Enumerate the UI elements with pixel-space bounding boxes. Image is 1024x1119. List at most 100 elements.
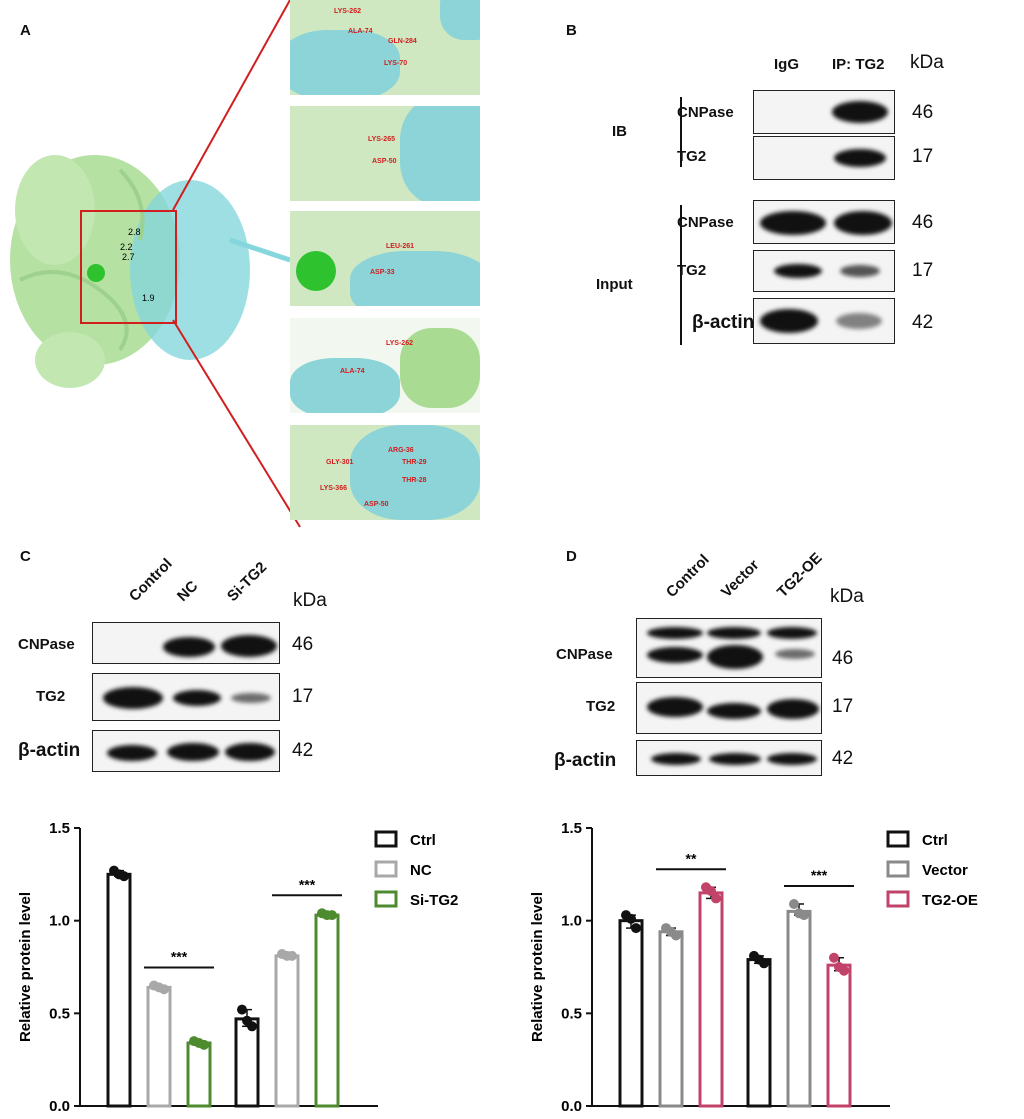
lane-label: Control [125,555,176,605]
row-label-cnpase: CNPase [18,636,75,653]
y-tick-label: 1.0 [561,913,582,930]
panel-c-letter: C [20,548,31,565]
lane-label: Vector [717,556,763,601]
legend-swatch [374,890,398,908]
row-label-tg2: TG2 [586,698,616,715]
legend-swatch [886,830,910,848]
distance-label: 1.9 [142,293,155,303]
blot-b-ib-tg2 [753,136,895,180]
significance-stars: ** [686,850,697,866]
docking-inset-2: LYS-265 ASP-50 [290,106,480,201]
mw-label: 46 [912,212,934,233]
row-label-tg2: TG2 [677,148,707,165]
docking-inset-4: LYS-262 ALA-74 [290,318,480,413]
bar [698,891,724,1108]
blot-c-actin [92,730,280,772]
residue-label: LEU-261 [386,243,415,250]
residue-label: ALA-74 [348,28,373,35]
data-point [754,954,764,965]
x-tick-label: TG2 [143,1117,174,1119]
bar [274,954,300,1108]
distance-label: 2.8 [128,227,141,237]
y-tick-label: 0.5 [49,1005,70,1022]
mw-label: 46 [292,634,314,655]
bar [786,909,812,1108]
data-point [626,913,636,924]
data-point [114,869,124,880]
panel-b-letter: B [566,22,577,39]
kda-label: kDa [830,586,864,607]
residue-label: ARG-36 [388,447,414,454]
distance-label: 2.2 [120,242,133,252]
y-axis-label: Relative protein level [529,892,546,1042]
row-label-beta-actin: β-actin [554,750,617,771]
mw-label: 17 [292,686,314,707]
row-label-beta-actin: β-actin [692,312,755,333]
significance-stars: *** [811,867,828,883]
blot-d-cnpase [636,618,822,678]
y-tick-label: 0.5 [561,1005,582,1022]
bar [146,985,172,1108]
data-point [711,893,721,904]
blot-c-tg2 [92,673,280,721]
data-point [789,898,799,909]
y-tick-label: 1.0 [49,913,70,930]
protein-complex-structure: 2.8 2.2 2.7 1.9 [0,110,291,410]
y-tick-label: 0.0 [561,1098,582,1115]
data-point [631,923,641,934]
bar [746,958,772,1108]
data-point [666,926,676,937]
residue-label: ASP-33 [370,269,395,276]
residue-label: GLN-284 [388,38,417,45]
residue-label: GLY-301 [326,459,354,466]
legend-entry: NC [410,862,432,879]
data-point [242,1015,252,1026]
mw-label: 46 [832,648,854,669]
col-header-igg: IgG [774,56,799,73]
residue-label: THR-28 [402,477,427,484]
residue-label: LYS-265 [368,136,395,143]
legend-swatch [886,890,910,908]
residue-label: ASP-50 [372,158,397,165]
legend-swatch [374,860,398,878]
x-tick-label: TG2 [655,1117,686,1119]
legend-entry: TG2-OE [922,892,978,909]
legend-entry: Vector [922,862,968,879]
panel-a-letter: A [20,22,31,39]
legend-entry: Ctrl [410,832,436,849]
bar [186,1041,212,1108]
x-tick-label: CNPase [769,1117,830,1119]
legend-entry: Si-TG2 [410,892,458,909]
bar [826,963,852,1108]
blot-d-actin [636,740,822,776]
y-tick-label: 1.5 [561,820,582,837]
row-label-beta-actin: β-actin [18,740,81,761]
docking-inset-3: LEU-261 ASP-33 [290,211,480,306]
mw-label: 46 [912,102,934,123]
group-label-input: Input [596,276,633,293]
significance-stars: *** [171,949,188,965]
distance-label: 2.7 [122,252,135,262]
col-header-ip-tg2: IP: TG2 [832,56,885,73]
x-tick-label: CNPase [257,1117,318,1119]
data-point [194,1037,204,1048]
bar [314,913,340,1108]
residue-label: LYS-70 [384,60,408,67]
residue-label: ALA-74 [340,368,365,375]
data-point [154,982,164,993]
data-point [834,962,844,972]
bar [106,872,132,1108]
residue-label: ASP-50 [364,501,389,508]
blot-d-tg2 [636,682,822,734]
group-bracket-ib [680,97,682,167]
row-label-cnpase: CNPase [556,646,613,663]
data-point [706,886,716,897]
mw-label: 42 [912,312,934,333]
data-point [322,910,332,921]
group-label-ib: IB [612,123,627,140]
zoom-connector-lines [172,0,301,528]
y-tick-label: 0.0 [49,1098,70,1115]
data-point [282,950,292,961]
panel-d-letter: D [566,548,577,565]
lane-label: NC [173,577,202,605]
